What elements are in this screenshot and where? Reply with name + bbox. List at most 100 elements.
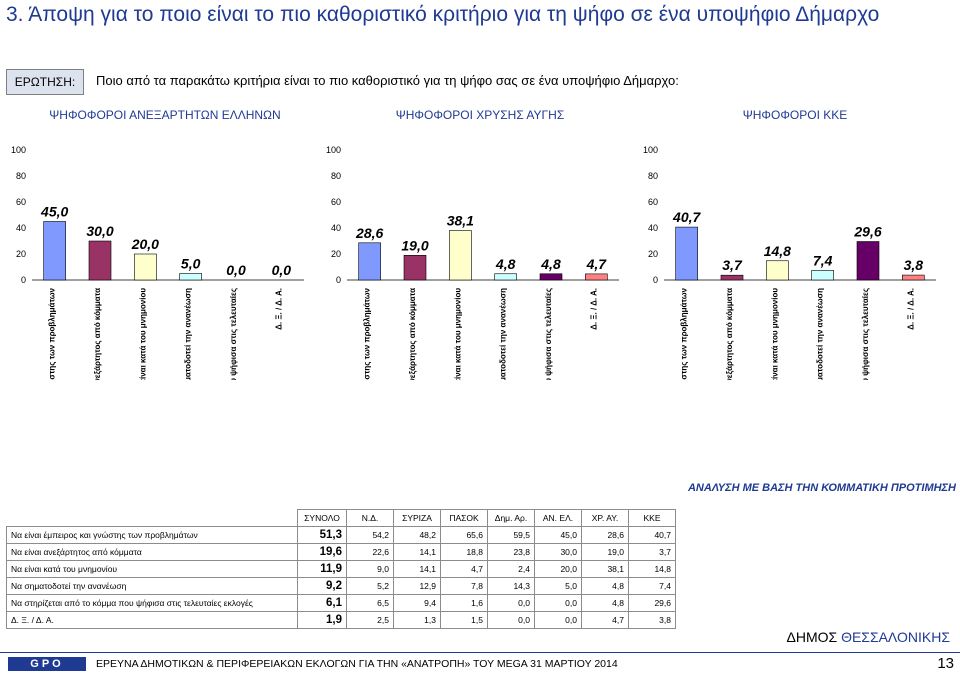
row-value: 5,2 — [346, 577, 394, 595]
y-tick-label: 60 — [331, 197, 341, 207]
bar-value-label: 30,0 — [86, 223, 113, 239]
y-tick-label: 40 — [648, 223, 658, 233]
category-label: Δ. Ξ. / Δ. Α. — [589, 288, 598, 330]
category-label: Να είναι έμπειρος και γνώστης των προβλη… — [363, 287, 372, 380]
chart-title-xa: ΨΗΦΟΦΟΡΟΙ ΧΡΥΣΗΣ ΑΥΓΗΣ — [395, 108, 565, 122]
y-tick-label: 100 — [326, 145, 341, 155]
table-row: Δ. Ξ. / Δ. Α. 1,9 2,5 1,3 1,5 0,0 0,0 4,7 3,8 — [6, 611, 676, 629]
row-value: 0,0 — [487, 594, 535, 612]
bar-value-label: 5,0 — [181, 256, 201, 272]
category-label: Να σηματοδοτεί την ανανέωση — [184, 288, 193, 380]
row-total: 9,2 — [297, 577, 347, 595]
y-tick-label: 80 — [648, 171, 658, 181]
bar — [766, 260, 789, 281]
row-value: 28,6 — [581, 526, 629, 544]
row-value: 14,1 — [393, 543, 441, 561]
bar-value-label: 4,8 — [495, 256, 516, 272]
bar — [134, 253, 157, 281]
question-text: Ποιο από τα παρακάτω κριτήρια είναι το π… — [96, 73, 679, 88]
header-dimar: Δημ. Αρ. — [487, 509, 535, 527]
y-tick-label: 20 — [331, 249, 341, 259]
table-row: Να είναι ανεξάρτητος από κόμματα 19,6 22,6… — [6, 543, 676, 561]
charts-area: 0 20 40 60 80 100 45,0 Να είναι έμπειρος και γν… — [11, 145, 936, 380]
row-value: 20,0 — [534, 560, 582, 578]
category-label: Να είναι κατά του μνημονίου — [770, 288, 779, 380]
bar-value-label: 4,7 — [586, 256, 608, 272]
header-total: ΣΥΝΟΛΟ — [297, 509, 347, 527]
category-label: Να είναι έμπειρος και γνώστης των προβλη… — [680, 287, 689, 380]
row-value: 14,3 — [487, 577, 535, 595]
row-total: 1,9 — [297, 611, 347, 629]
category-label: Να στηρίζεται από το κόμμα που ψήφισα στ… — [861, 288, 870, 380]
row-label: Να είναι έμπειρος και γνώστης των προβλη… — [6, 526, 298, 544]
row-value: 59,5 — [487, 526, 535, 544]
category-label: Να σηματοδοτεί την ανανέωση — [816, 288, 825, 380]
category-label: Να είναι έμπειρος και γνώστης των προβλη… — [48, 287, 57, 380]
bar-value-label: 19,0 — [401, 237, 428, 253]
y-tick-label: 100 — [643, 145, 658, 155]
bar — [403, 255, 427, 281]
category-label: Να είναι κατά του μνημονίου — [138, 288, 147, 380]
row-value: 29,6 — [628, 594, 676, 612]
bar-value-label: 14,8 — [764, 243, 791, 259]
category-label: Να είναι ανεξάρτητος από κόμματα — [725, 288, 734, 380]
table-row: Να είναι κατά του μνημονίου 11,9 9,0 14,1 4,… — [6, 560, 676, 578]
y-tick-label: 0 — [21, 275, 26, 285]
row-value: 7,8 — [440, 577, 488, 595]
row-value: 19,0 — [581, 543, 629, 561]
bar-value-label: 3,7 — [722, 257, 743, 273]
row-value: 30,0 — [534, 543, 582, 561]
y-tick-label: 100 — [11, 145, 26, 155]
row-value: 7,4 — [628, 577, 676, 595]
bar-value-label: 3,8 — [904, 257, 924, 273]
results-table: ΣΥΝΟΛΟ Ν.Δ. ΣΥΡΙΖΑ ΠΑΣΟΚ Δημ. Αρ. ΑΝ. ΕΛ… — [6, 509, 676, 629]
category-label: Δ. Ξ. / Δ. Α. — [274, 288, 283, 330]
header-pasok: ΠΑΣΟΚ — [440, 509, 488, 527]
row-value: 18,8 — [440, 543, 488, 561]
row-value: 48,2 — [393, 526, 441, 544]
row-value: 14,8 — [628, 560, 676, 578]
y-tick-label: 0 — [336, 275, 341, 285]
header-anel: ΑΝ. ΕΛ. — [534, 509, 582, 527]
bar — [720, 274, 744, 281]
bar — [675, 226, 698, 281]
bar — [179, 273, 202, 281]
header-xa: ΧΡ. ΑΥ. — [581, 509, 629, 527]
row-value: 9,0 — [346, 560, 394, 578]
analysis-title: ΑΝΑΛΥΣΗ ΜΕ ΒΑΣΗ ΤΗΝ ΚΟΜΜΑΤΙΚΗ ΠΡΟΤΙΜΗΣΗ — [687, 482, 956, 494]
y-tick-label: 20 — [648, 249, 658, 259]
bar-value-label: 38,1 — [447, 212, 474, 228]
municipality-label: ΔΗΜΟΣ ΘΕΣΣΑΛΟΝΙΚΗΣ — [787, 629, 951, 645]
table-row: Να στηρίζεται από το κόμμα που ψήφισα στ… — [6, 594, 676, 612]
bar — [539, 273, 563, 281]
municipality-prefix: ΔΗΜΟΣ — [786, 629, 842, 645]
chart-2: 0 20 40 60 80 100 40,7 Να είναι έμπειρος και γν… — [643, 145, 936, 380]
row-total: 19,6 — [297, 543, 347, 561]
row-value: 45,0 — [534, 526, 582, 544]
gpo-logo: GPO — [8, 657, 86, 671]
header-syriza: ΣΥΡΙΖΑ — [393, 509, 441, 527]
row-value: 4,7 — [440, 560, 488, 578]
bar-value-label: 45,0 — [40, 204, 68, 220]
row-total: 51,3 — [297, 526, 347, 544]
bar-value-label: 20,0 — [131, 236, 159, 252]
y-tick-label: 60 — [648, 197, 658, 207]
bar — [358, 242, 381, 281]
chart-0: 0 20 40 60 80 100 45,0 Να είναι έμπειρος και γν… — [11, 145, 304, 380]
row-value: 2,5 — [346, 611, 394, 629]
bar-value-label: 29,6 — [853, 224, 881, 240]
row-total: 11,9 — [297, 560, 347, 578]
category-label: Να είναι κατά του μνημονίου — [453, 288, 462, 380]
bar — [585, 273, 608, 281]
category-label: Να σηματοδοτεί την ανανέωση — [499, 288, 508, 380]
bar — [449, 230, 472, 281]
row-value: 4,7 — [581, 611, 629, 629]
header-kke: ΚΚΕ — [628, 509, 676, 527]
row-value: 4,8 — [581, 577, 629, 595]
row-value: 3,7 — [628, 543, 676, 561]
municipality-name: ΘΕΣΣΑΛΟΝΙΚΗΣ — [841, 629, 950, 645]
category-label: Να είναι ανεξάρτητος από κόμματα — [93, 288, 102, 380]
row-value: 40,7 — [628, 526, 676, 544]
row-value: 38,1 — [581, 560, 629, 578]
row-value: 0,0 — [534, 594, 582, 612]
